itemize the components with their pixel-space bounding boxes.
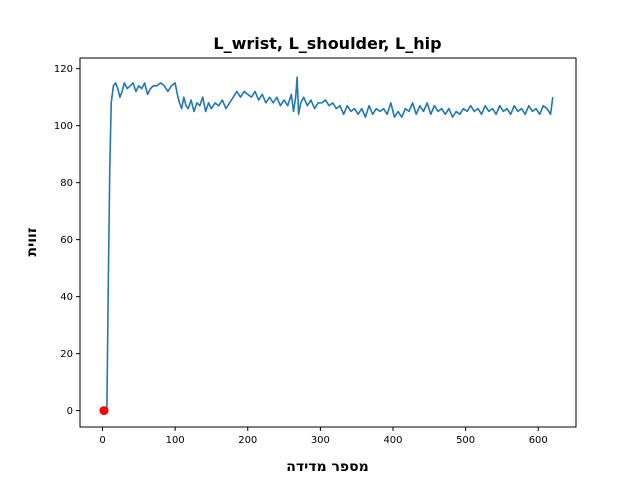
y-tick-label: 120 [54,64,73,75]
x-tick-label: 400 [383,435,402,446]
x-axis-label: מספר מדידה [286,459,369,475]
y-axis-label: זווית [24,228,40,257]
y-tick-label: 40 [60,292,73,303]
y-axis: 0 20 40 60 80 100 120 [54,64,80,417]
x-axis: 0 100 200 300 400 500 600 [99,427,548,446]
chart-title: L_wrist, L_shoulder, L_hip [213,34,441,53]
y-tick-label: 80 [60,178,73,189]
x-tick-label: 200 [238,435,257,446]
y-tick-label: 100 [54,121,73,132]
x-tick-label: 600 [529,435,548,446]
x-tick-label: 100 [166,435,185,446]
y-tick-label: 0 [67,406,73,417]
y-tick-label: 20 [60,349,73,360]
x-tick-label: 500 [456,435,475,446]
plot-area [99,76,554,416]
x-tick-label: 0 [99,435,105,446]
start-point-marker [99,406,109,416]
axes-frame [79,57,577,428]
x-tick-label: 300 [311,435,330,446]
y-tick-label: 60 [60,235,73,246]
series-line [102,76,554,412]
